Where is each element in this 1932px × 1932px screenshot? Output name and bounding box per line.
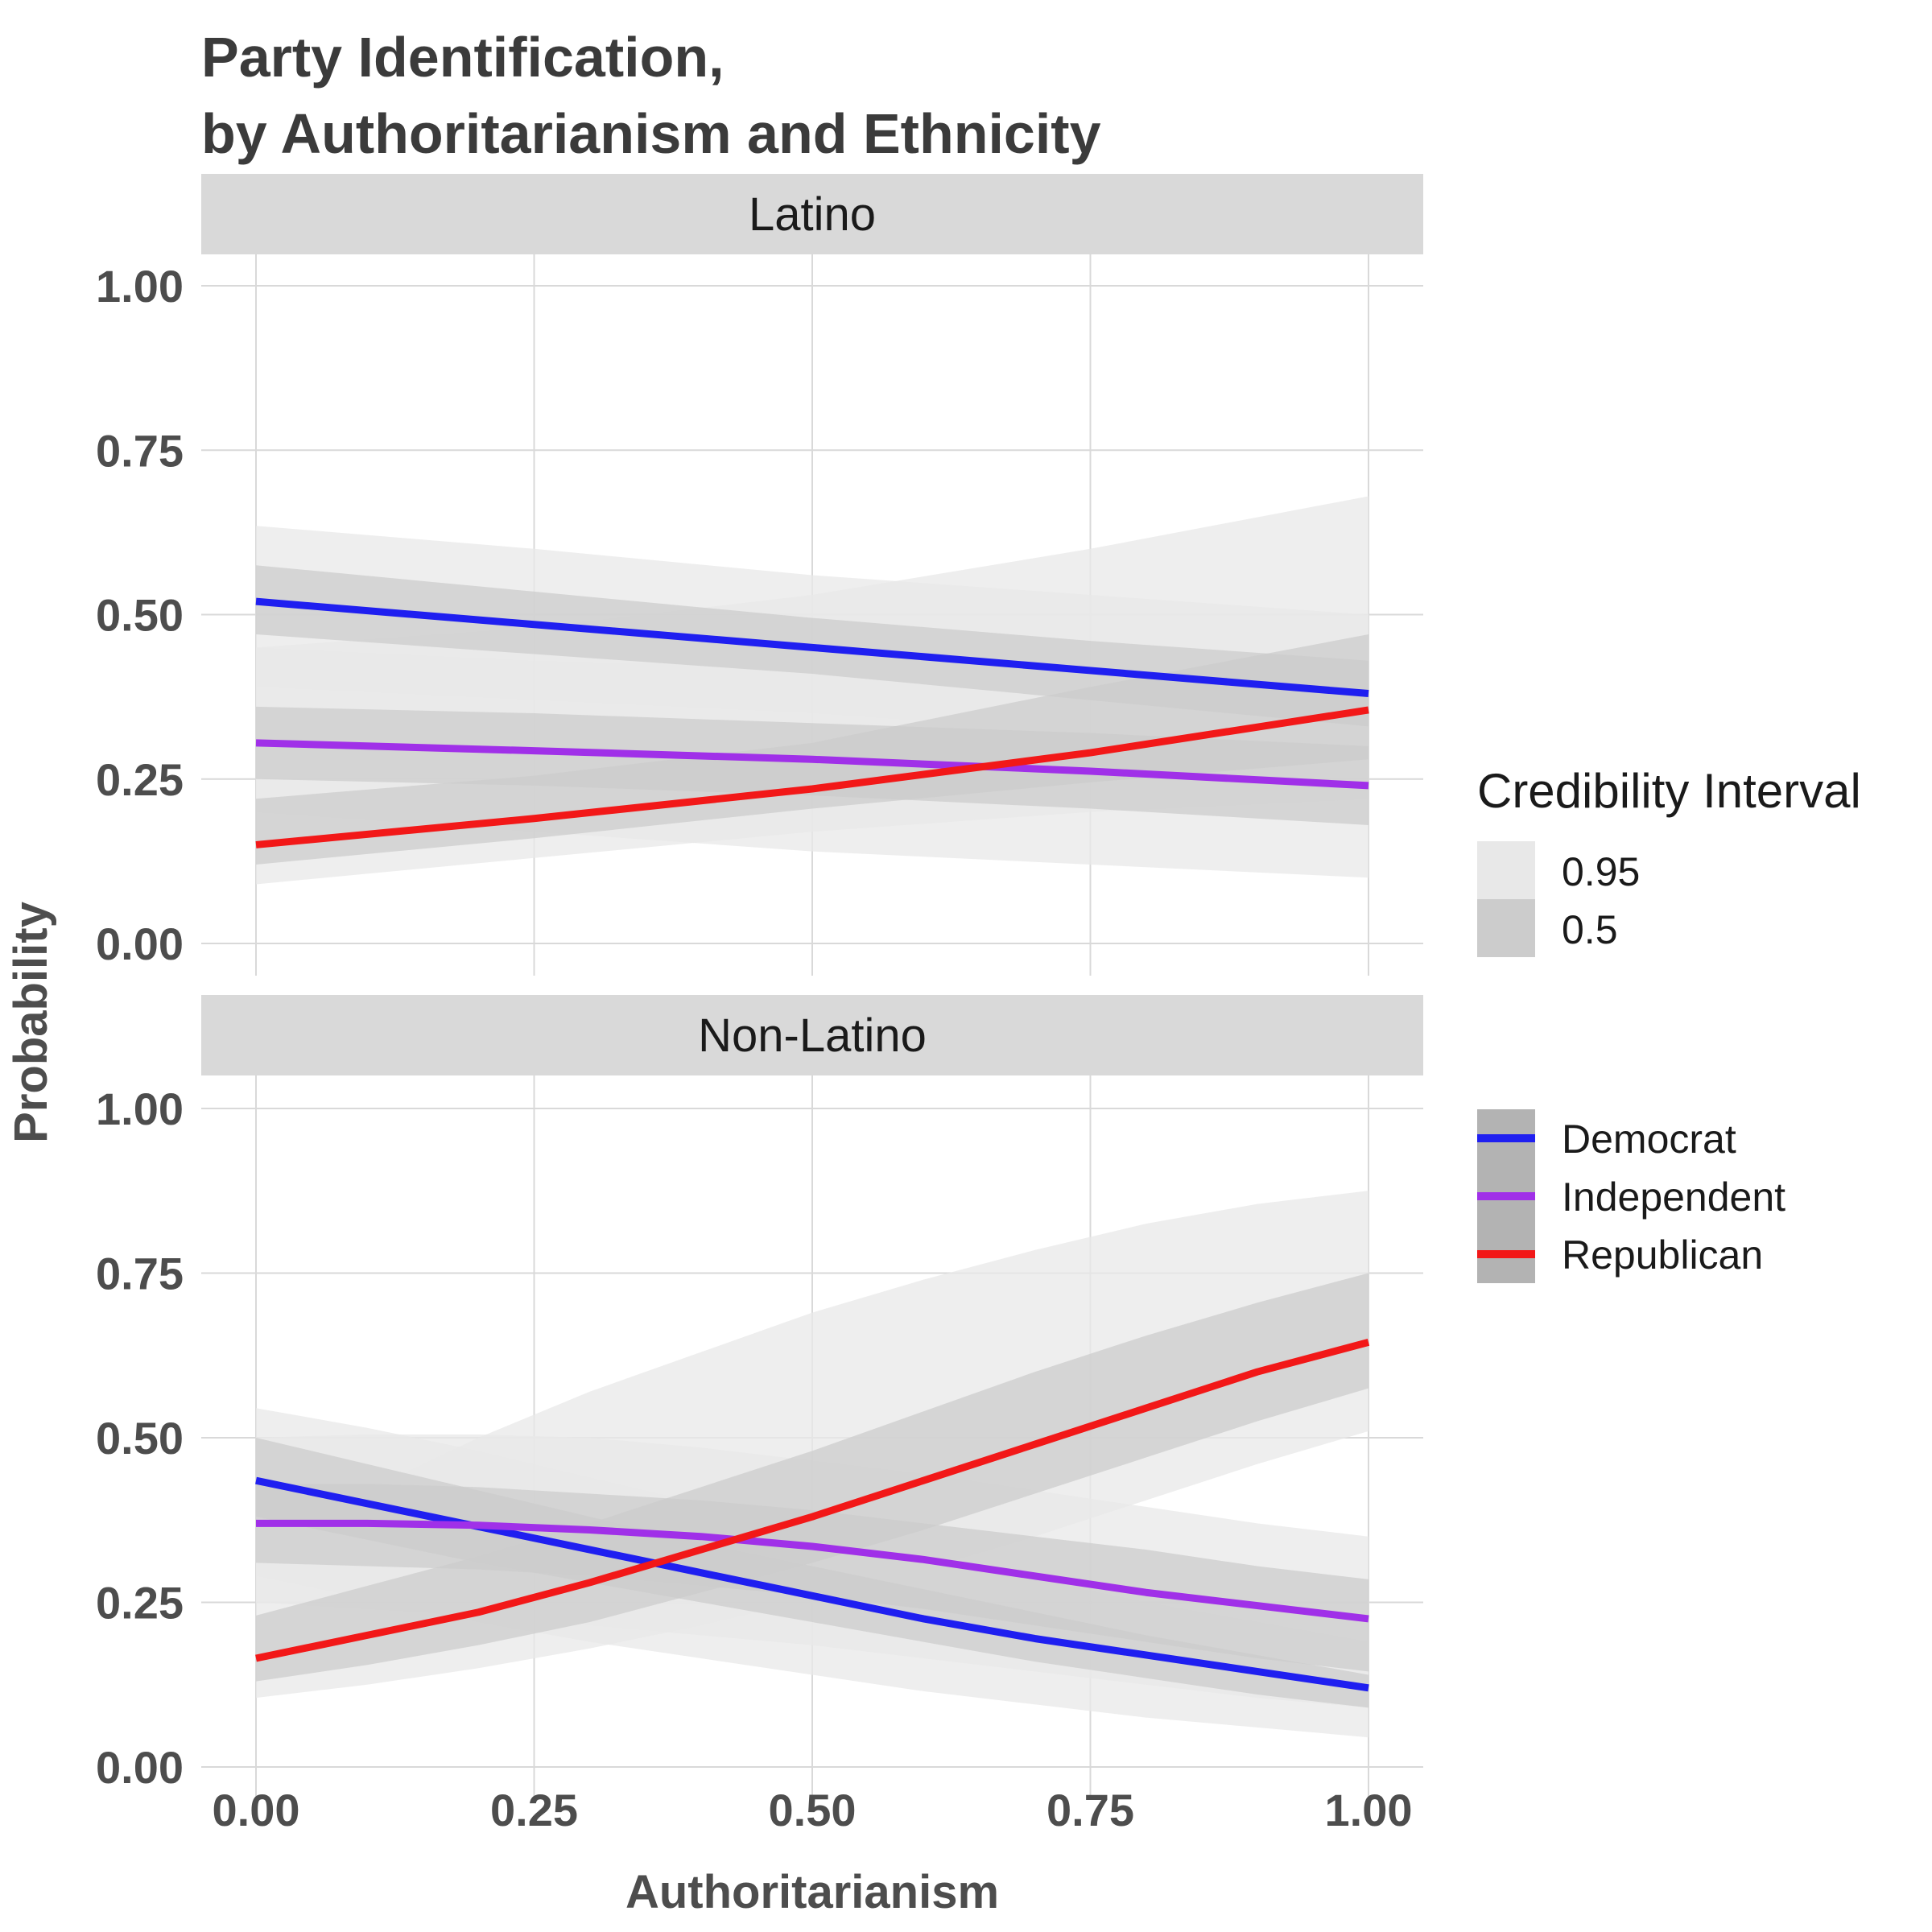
independent-line [256, 1519, 1369, 1623]
x-tick-label: 0.25 [490, 1785, 578, 1835]
x-tick-label: 1.00 [1325, 1785, 1413, 1835]
panel-strip [201, 174, 1423, 254]
republican-line [255, 706, 1369, 848]
democrat-line [255, 597, 1369, 698]
y-tick-label: 0.50 [96, 590, 184, 641]
republican-ci50-band [256, 1273, 1368, 1682]
x-tick-label: 0.00 [213, 1785, 300, 1835]
panels: Latino 0.00 0.25 0.50 0.75 1.00 Non-Latino 0.00… [96, 174, 1423, 1835]
y-tick-label: 0.50 [96, 1413, 184, 1463]
legend-republican-label: Republican [1562, 1232, 1763, 1278]
y-tick-label: 0.25 [96, 754, 184, 805]
y-tick-label: 0.75 [96, 425, 184, 476]
chart-title-line1: Party Identification, [201, 26, 724, 89]
y-tick-label: 1.00 [96, 261, 184, 312]
y-tick-label: 0.00 [96, 1742, 184, 1793]
legend-ci95-key [1477, 841, 1535, 899]
independent-line [255, 739, 1369, 790]
panel-strip-label: Latino [749, 188, 876, 241]
y-tick-label: 0.25 [96, 1578, 184, 1629]
legend-independent-label: Independent [1562, 1174, 1785, 1220]
legend-ci-title: Credibility Interval [1477, 764, 1861, 818]
panel-latino: Latino 0.00 0.25 0.50 0.75 1.00 [96, 174, 1423, 976]
x-tick-label: 0.50 [769, 1785, 857, 1835]
x-tick-label: 0.75 [1046, 1785, 1134, 1835]
legend-democrat-label: Democrat [1562, 1117, 1736, 1162]
republican-line [255, 1339, 1370, 1662]
y-tick-label: 0.00 [96, 919, 184, 969]
legend-ci50-label: 0.5 [1562, 907, 1618, 952]
republican-ci50-band [256, 634, 1368, 865]
chart-title-line2: by Authoritarianism and Ethnicity [201, 102, 1101, 165]
y-axis-title: Probability [5, 902, 57, 1143]
x-axis-title: Authoritarianism [625, 1866, 999, 1918]
democrat-line [255, 1476, 1369, 1692]
y-tick-label: 0.75 [96, 1249, 184, 1299]
legend-ci95-label: 0.95 [1562, 849, 1640, 894]
panel-non-latino: Non-Latino 0.00 0.25 0.50 0.75 1.00 0.00 0.25 0.… [96, 995, 1423, 1835]
legend: Credibility Interval 0.95 0.5 Democrat I… [1477, 764, 1861, 1283]
panel-strip-label: Non-Latino [698, 1009, 927, 1062]
y-tick-label: 1.00 [96, 1084, 184, 1134]
panel-strip [201, 995, 1423, 1075]
legend-ci50-key [1477, 899, 1535, 957]
